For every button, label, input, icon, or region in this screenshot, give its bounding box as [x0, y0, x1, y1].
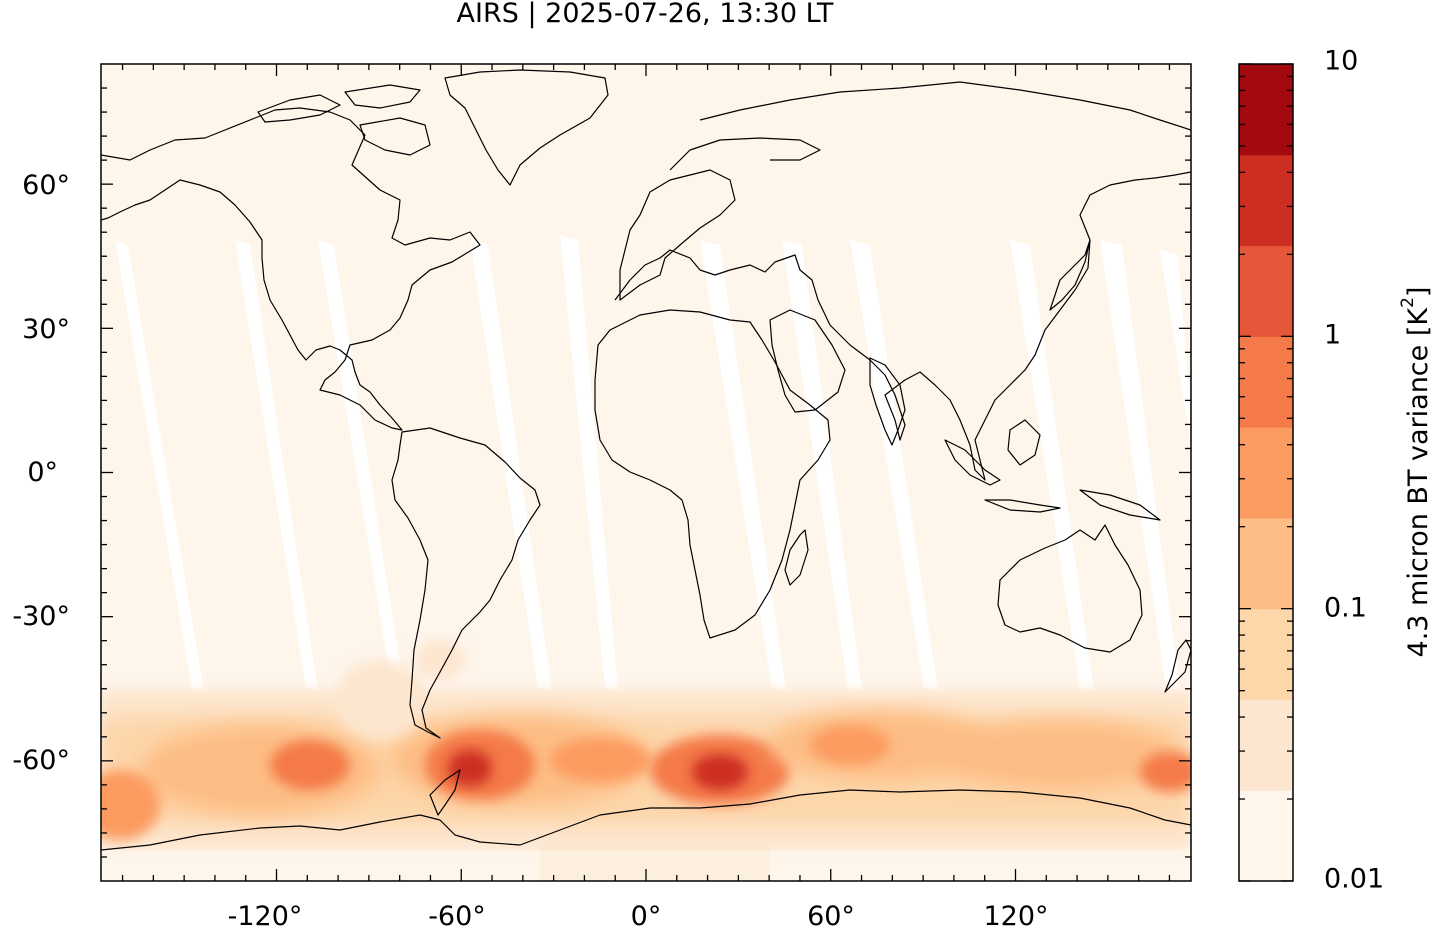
colorbar: [1239, 64, 1293, 882]
colorbar-ticks: [1239, 63, 1293, 882]
y-tick-labels: 60° 30° 0° -30° -60°: [12, 170, 70, 776]
colorbar-band: [1239, 699, 1293, 791]
colorbar-band: [1239, 427, 1293, 519]
x-tick-label: 120°: [983, 901, 1048, 930]
colorbar-label: 4.3 micron BT variance [K2]: [1398, 286, 1434, 658]
colorbar-band: [1239, 64, 1293, 156]
y-tick-label: 30°: [22, 314, 70, 345]
colorbar-band: [1239, 608, 1293, 700]
colorbar-tick-label: 10: [1324, 45, 1359, 77]
x-tick-labels: -120° -60° 0° 60° 120°: [228, 901, 1049, 930]
colorbar-tick-label: 1: [1324, 319, 1342, 351]
swath-gaps: [115, 235, 1190, 690]
colorbar-band: [1239, 154, 1293, 247]
variance-field: [101, 640, 1191, 881]
axis-ticks: [101, 64, 1191, 881]
y-tick-label: 0°: [27, 457, 58, 488]
y-tick-label: -60°: [12, 745, 70, 776]
colorbar-band: [1239, 336, 1293, 428]
colorbar-band: [1239, 245, 1293, 337]
colorbar-band: [1239, 517, 1293, 610]
plot-title: AIRS | 2025-07-26, 13:30 LT: [456, 0, 834, 29]
x-tick-label: 0°: [631, 901, 662, 930]
x-tick-label: -60°: [428, 901, 486, 930]
y-tick-label: 60°: [22, 170, 70, 201]
x-tick-label: -120°: [228, 901, 303, 930]
colorbar-tick-label: 0.01: [1324, 863, 1385, 895]
y-tick-label: -30°: [12, 601, 70, 632]
colorbar-band: [1239, 790, 1293, 882]
colorbar-tick-label: 0.1: [1324, 592, 1367, 624]
x-tick-label: 60°: [807, 901, 855, 930]
coastlines: [101, 69, 1191, 851]
colorbar-frame: [1238, 63, 1294, 882]
